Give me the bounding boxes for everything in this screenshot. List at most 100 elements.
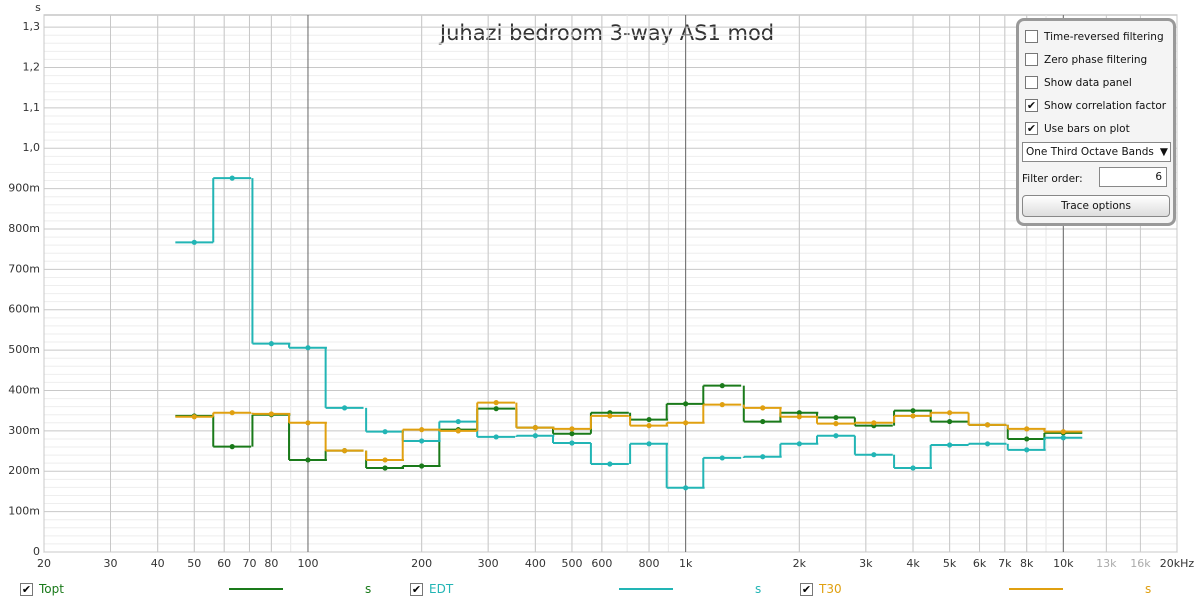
data-point [229,175,235,181]
data-point [910,465,916,471]
filter-order[interactable]: 6 [1099,167,1167,187]
data-point [493,434,499,440]
y-tick-label: 1,0 [23,141,41,154]
checkbox-label: Show correlation factor [1044,99,1167,112]
data-point [305,345,311,351]
x-tick-label: 70 [242,557,256,570]
y-tick-label: 1,2 [23,60,41,73]
y-axis-label: s [35,1,41,14]
filter-label: Filter order: [1022,173,1083,185]
trace-options-button[interactable]: Trace options [1022,195,1170,217]
data-point [569,431,575,437]
data-point [796,410,802,416]
data-point [493,406,499,412]
panel-checkbox[interactable]: Show data panel [1025,76,1132,89]
data-point [947,442,953,448]
data-point [947,418,953,425]
legend-label: EDT [429,582,454,596]
y-tick-label: 500m [8,343,40,356]
panel-checkbox[interactable]: ✔ Show correlation factor [1025,99,1166,112]
x-tick-label: 20 [37,557,51,570]
data-point [305,420,311,426]
y-tick-label: 0 [33,545,40,558]
x-tick-label: 4k [906,557,920,570]
checkbox-label: Show data panel [1044,76,1132,89]
panel-checkbox[interactable]: Time-reversed filtering [1025,30,1164,43]
data-point [382,465,388,471]
legend-item[interactable]: ✔ EDT s [410,582,770,596]
data-point [191,414,197,420]
data-point [1024,436,1030,442]
checkbox[interactable] [1025,53,1038,66]
x-tick-label: 1k [679,557,693,570]
data-point [305,457,311,463]
data-point [268,341,274,347]
x-tick-label: 500 [561,557,582,570]
panel-checkbox[interactable]: Zero phase filtering [1025,53,1147,66]
legend-unit: s [365,582,372,596]
legend-label: Topt [39,582,64,596]
data-point [1060,429,1066,435]
x-tick-label: 80 [264,557,278,570]
data-point [569,440,575,446]
dropdown-text: One Third Octave Bands [1026,146,1154,158]
data-point [719,402,725,408]
x-tick-label: 13k [1096,557,1117,570]
x-tick-label: 30 [104,557,118,570]
x-tick-label: 60 [217,557,231,570]
data-point [796,414,802,420]
legend-swatch [619,588,673,590]
x-tick-label: 3k [859,557,873,570]
x-tick-label: 16k [1130,557,1151,570]
x-tick-label: 40 [151,557,165,570]
data-point [532,425,538,431]
data-point [419,427,425,433]
checkbox[interactable] [1025,76,1038,89]
data-point [229,410,235,416]
y-tick-label: 700m [8,262,40,275]
data-point [760,418,766,425]
data-point [341,448,348,454]
panel-checkbox[interactable]: ✔ Use bars on plot [1025,122,1130,135]
data-point [871,452,877,458]
data-point [984,441,991,447]
y-tick-label: 200m [8,464,40,477]
data-point [1024,426,1030,432]
legend-swatch [1009,588,1063,590]
x-tick-label: 5k [943,557,957,570]
y-tick-label: 300m [8,424,40,437]
data-point [341,405,348,411]
y-tick-label: 400m [8,383,40,396]
data-point [382,429,388,435]
data-point [910,413,916,419]
data-point [569,426,575,432]
data-point [796,441,802,447]
data-point [646,441,652,447]
y-tick-label: 1,3 [23,20,41,33]
x-tick-label: 6k [973,557,987,570]
series-1 [175,175,1083,491]
x-tick-label: 50 [187,557,201,570]
data-point [683,401,689,407]
data-point [871,420,877,426]
data-point [191,239,197,245]
checkbox[interactable] [1025,30,1038,43]
checkbox-label: Zero phase filtering [1044,53,1148,66]
band-dropdown[interactable]: One Third Octave Bands ▼ [1022,142,1171,162]
legend-item[interactable]: ✔ Topt s [20,582,380,596]
data-point [268,411,274,417]
data-point [683,485,689,491]
data-point [229,444,235,450]
legend-item[interactable]: ✔ T30 s [800,582,1160,596]
checkbox[interactable]: ✔ [1025,99,1038,112]
data-point [760,405,766,411]
legend-checkbox[interactable]: ✔ [800,582,813,596]
legend-checkbox[interactable]: ✔ [20,582,33,596]
data-point [833,414,839,421]
legend-checkbox[interactable]: ✔ [410,582,423,596]
data-point [493,400,499,406]
x-tick-label: 8k [1020,557,1034,570]
checkbox[interactable]: ✔ [1025,122,1038,135]
